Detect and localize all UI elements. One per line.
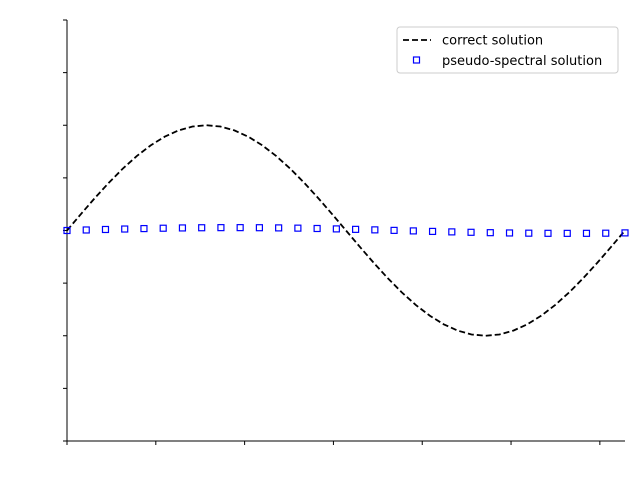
data-point-pseudo-spectral <box>275 224 283 232</box>
data-point-pseudo-spectral <box>198 224 206 232</box>
data-point-pseudo-spectral <box>140 224 148 233</box>
data-point-pseudo-spectral <box>178 224 187 232</box>
axes <box>63 19 625 445</box>
data-point-pseudo-spectral <box>159 224 167 232</box>
data-point-pseudo-spectral <box>236 224 244 232</box>
legend-frame <box>396 26 619 74</box>
data-point-pseudo-spectral <box>563 229 571 237</box>
data-point-pseudo-spectral <box>428 227 437 236</box>
data-point-pseudo-spectral <box>82 226 90 234</box>
legend-label-pseudo: pseudo-spectral solution <box>442 54 602 69</box>
data-point-pseudo-spectral <box>525 229 533 237</box>
data-point-pseudo-spectral <box>121 225 129 233</box>
data-point-pseudo-spectral <box>332 225 340 233</box>
data-point-pseudo-spectral <box>621 229 629 237</box>
data-point-pseudo-spectral <box>255 224 263 232</box>
data-point-pseudo-spectral <box>101 225 110 234</box>
data-point-pseudo-spectral <box>582 229 591 237</box>
data-point-pseudo-spectral <box>544 229 552 237</box>
data-point-pseudo-spectral <box>467 228 475 236</box>
data-point-pseudo-spectral <box>217 224 225 232</box>
series-line-correct-solution <box>66 124 626 337</box>
data-point-pseudo-spectral <box>409 227 417 235</box>
data-point-pseudo-spectral <box>448 228 456 236</box>
data-point-pseudo-spectral <box>63 226 71 235</box>
data-point-pseudo-spectral <box>294 224 302 232</box>
data-point-pseudo-spectral <box>352 225 360 233</box>
data-point-pseudo-spectral <box>313 224 321 233</box>
data-point-pseudo-spectral <box>486 229 494 237</box>
series-layer <box>63 124 629 337</box>
legend-label-correct: correct solution <box>442 34 543 49</box>
data-point-pseudo-spectral <box>371 226 379 234</box>
data-point-pseudo-spectral <box>505 229 514 237</box>
data-point-pseudo-spectral <box>602 229 610 237</box>
legend-marker-sample <box>412 56 421 64</box>
data-point-pseudo-spectral <box>390 226 398 234</box>
legend: correct solution pseudo-spectral solutio… <box>396 26 619 74</box>
